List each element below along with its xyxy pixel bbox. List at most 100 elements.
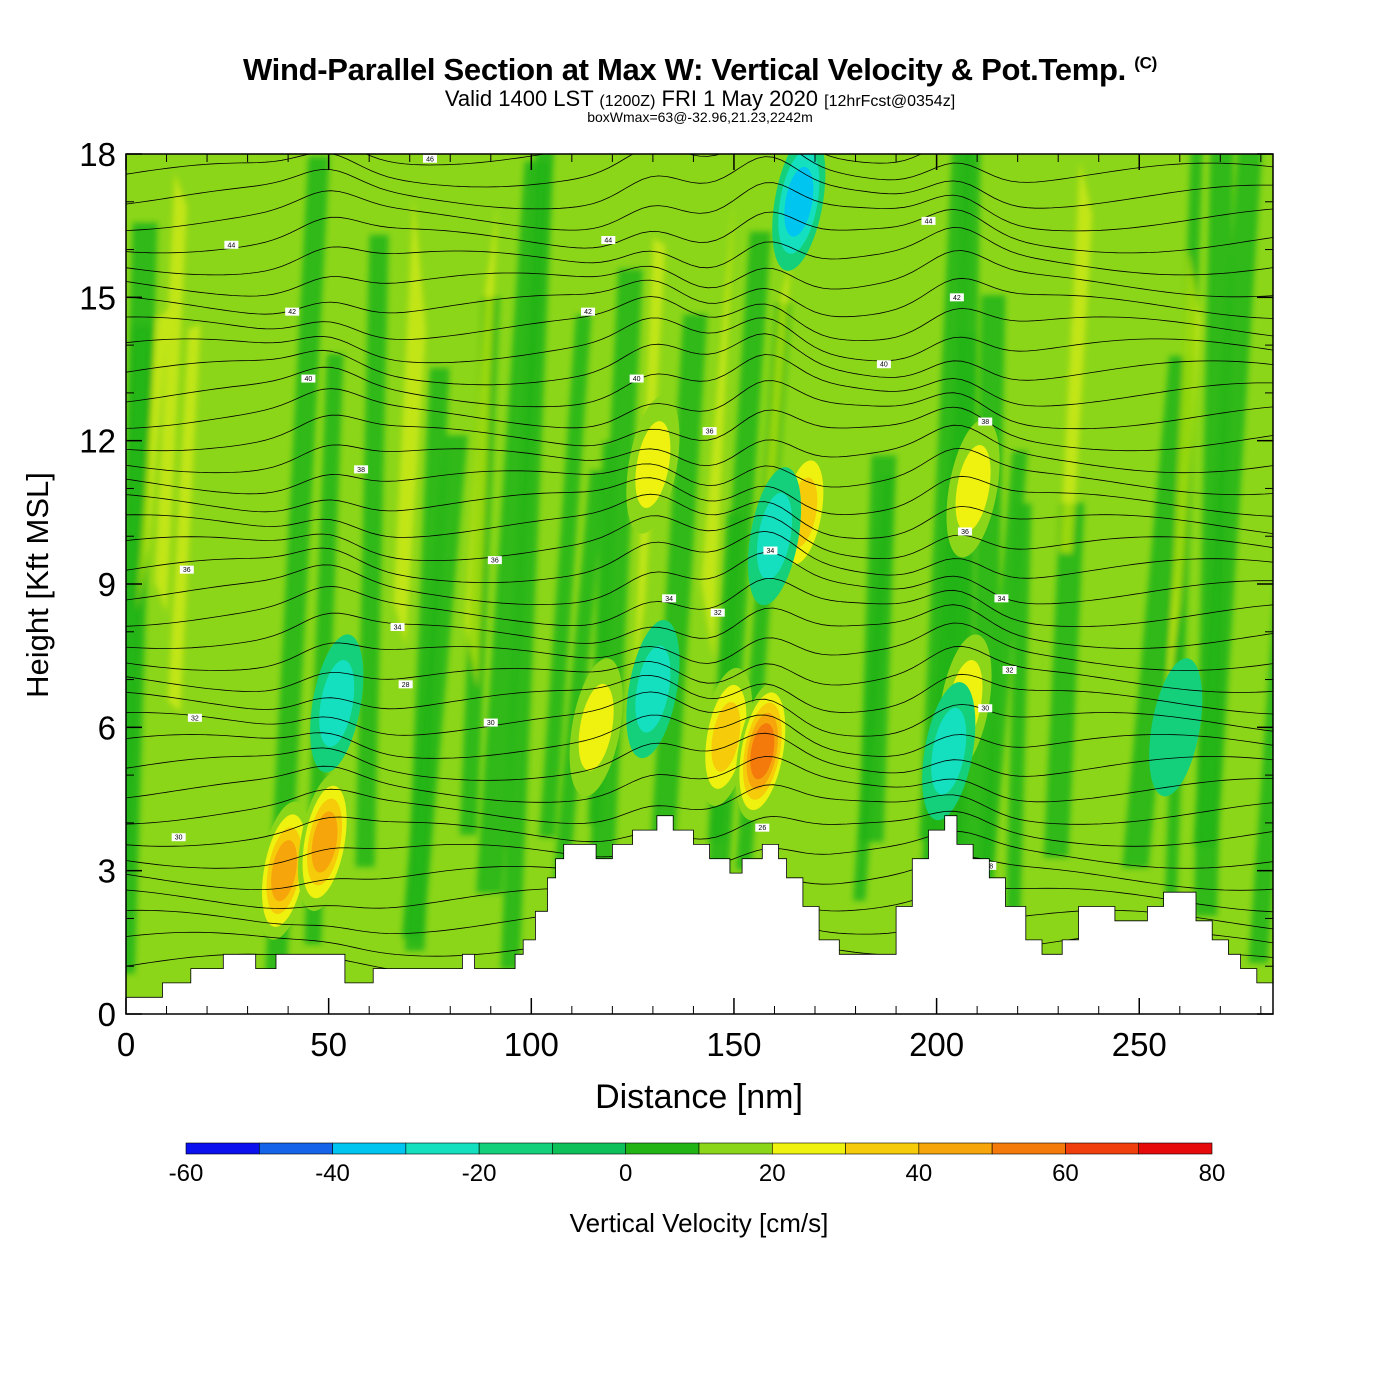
theta-label: 32 xyxy=(1006,668,1014,675)
theta-label-bg xyxy=(398,680,413,689)
theta-contour-line xyxy=(126,514,1273,562)
theta-contour-line xyxy=(126,691,1273,737)
theta-contour-line xyxy=(126,154,1273,188)
updraft-core-level xyxy=(578,683,614,771)
downdraft-core xyxy=(1149,658,1203,797)
colorbar-swatch xyxy=(1065,1142,1140,1155)
theta-contour-line xyxy=(126,182,1273,232)
theta-contour-line xyxy=(126,578,1273,627)
downdraft-streak xyxy=(1004,503,1032,967)
downdraft-streak xyxy=(126,325,153,873)
theta-contour-line xyxy=(126,551,1273,605)
downdraft-core-level xyxy=(319,660,355,747)
theta-contour-line xyxy=(126,475,1273,517)
colorbar-swatch xyxy=(625,1142,700,1155)
weak-updraft-streak xyxy=(154,173,188,613)
theta-contour-line xyxy=(126,447,1273,496)
downdraft-core xyxy=(772,154,826,271)
theta-label-bg xyxy=(957,527,972,536)
theta-contour-line xyxy=(126,406,1273,452)
downdraft-streak xyxy=(1193,154,1262,845)
theta-contour-line xyxy=(126,604,1273,649)
downdraft-streak xyxy=(355,234,389,867)
weak-updraft-streak xyxy=(1059,161,1093,554)
theta-contour-line xyxy=(126,296,1273,342)
colorbar-swatch xyxy=(478,1142,553,1155)
theta-label: 44 xyxy=(925,218,933,225)
downdraft-streak xyxy=(1122,355,1196,868)
theta-label: 40 xyxy=(880,362,888,369)
theta-contour-line xyxy=(126,810,1273,847)
theta-label-bg xyxy=(422,154,437,163)
weak-updraft-streak xyxy=(168,324,201,712)
y-axis-label: Height [Kft MSL] xyxy=(20,472,55,698)
theta-label: 34 xyxy=(998,596,1006,603)
chart-title: Wind-Parallel Section at Max W: Vertical… xyxy=(243,52,1157,87)
theta-contours: 46 44 44 44 42 42 42 40 40 40 38 38 36 36 36 36 34 34 34 34… xyxy=(126,154,1273,979)
valid-time: Valid 1400 LST xyxy=(444,86,594,111)
theta-label: 34 xyxy=(665,596,673,603)
forecast-info: [12hrFcst@0354z] xyxy=(824,93,956,110)
colorbar-swatch xyxy=(918,1142,993,1155)
y-tick-label: 9 xyxy=(98,566,116,603)
theta-contour-line xyxy=(126,156,1273,210)
theta-label-bg xyxy=(763,546,778,555)
colorbar-swatch xyxy=(991,1142,1066,1155)
y-tick-label: 3 xyxy=(98,853,116,890)
theta-label-bg xyxy=(187,713,202,722)
colorbar-swatch xyxy=(771,1142,846,1155)
theta-label-bg xyxy=(755,823,770,832)
downdraft-core xyxy=(922,682,976,821)
theta-label: 30 xyxy=(487,720,495,727)
theta-label-bg xyxy=(285,307,300,316)
y-tick-label: 12 xyxy=(79,423,116,460)
x-tick-label: 0 xyxy=(117,1026,135,1063)
theta-label: 26 xyxy=(758,825,766,832)
x-tick-label: 50 xyxy=(310,1026,347,1063)
theta-label-bg xyxy=(390,623,405,631)
colorbar-swatch xyxy=(258,1142,333,1155)
weak-updraft-streak xyxy=(136,308,170,612)
theta-contour-line xyxy=(126,317,1273,364)
theta-label: 46 xyxy=(426,156,434,163)
theta-label-bg xyxy=(994,594,1009,603)
downdraft-core-level xyxy=(1149,658,1203,797)
downdraft-core-level xyxy=(784,166,814,237)
theta-label: 44 xyxy=(227,242,235,249)
theta-label-bg xyxy=(301,374,316,383)
x-axis-label: Distance [nm] xyxy=(595,1078,803,1116)
x-tick-label: 250 xyxy=(1112,1026,1167,1063)
colorbar-swatch xyxy=(1138,1142,1213,1155)
updraft-core-level xyxy=(311,811,338,873)
theta-label-bg xyxy=(483,718,498,727)
theta-contour-line xyxy=(126,333,1273,386)
theta-contour-line xyxy=(126,380,1273,430)
theta-contour-line xyxy=(126,354,1273,408)
updraft-core xyxy=(257,801,311,940)
theta-contour-line xyxy=(126,250,1273,298)
downdraft-core xyxy=(626,620,680,759)
updraft-core-level xyxy=(750,723,775,780)
theta-label: 38 xyxy=(357,467,365,474)
x-tick-label: 150 xyxy=(706,1026,761,1063)
terrain-profile xyxy=(125,815,1274,1015)
colorbar-tick-label: 80 xyxy=(1199,1160,1226,1187)
x-tick-label: 200 xyxy=(909,1026,964,1063)
weak-updraft-streak xyxy=(465,206,498,689)
theta-label: 40 xyxy=(304,376,312,383)
colorbar-swatch xyxy=(552,1142,627,1155)
theta-contour-line xyxy=(126,756,1273,803)
downdraft-streak xyxy=(647,314,708,893)
theta-label: 34 xyxy=(767,548,775,555)
colorbar-tick-label: -20 xyxy=(462,1160,497,1187)
updraft-core-level xyxy=(271,840,298,902)
colorbar: -60 -40 -20 0 20 40 60 80 xyxy=(169,1142,1226,1187)
colorbar-tick-label: 40 xyxy=(906,1160,933,1187)
theta-label: 30 xyxy=(175,835,183,842)
theta-contour-line xyxy=(126,208,1273,254)
downdraft-streak xyxy=(1043,502,1085,858)
theta-contour-line xyxy=(126,784,1273,825)
theta-label: 34 xyxy=(394,625,402,632)
y-tick-label: 15 xyxy=(79,279,116,316)
